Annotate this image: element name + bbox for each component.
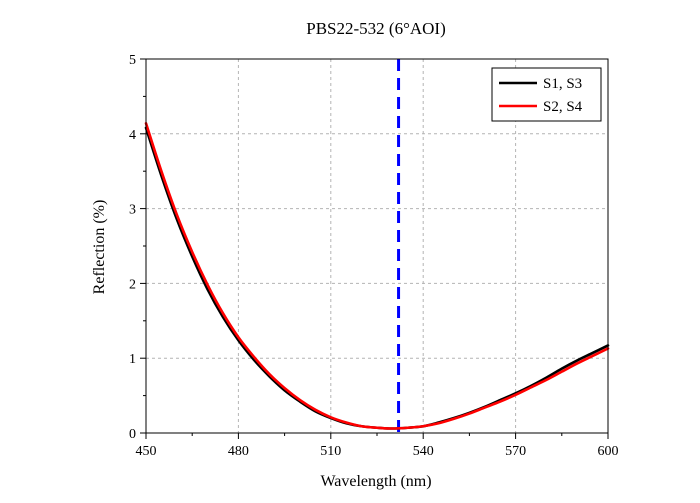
y-axis-title: Reflection (%) [91,200,108,295]
x-tick-label: 480 [228,444,249,459]
legend-box [491,67,602,122]
y-tick-label: 1 [129,352,136,367]
y-tick-label: 2 [129,277,136,292]
chart-title: PBS22-532 (6°AOI) [306,19,446,38]
y-tick-label: 3 [129,203,136,218]
x-tick-label: 510 [320,444,341,459]
legend-label-1: S1, S3 [543,76,582,92]
series-group [144,122,610,430]
x-tick-label: 450 [136,444,157,459]
x-tick-label: 570 [505,444,526,459]
x-tick-label: 600 [598,444,619,459]
y-tick-label: 5 [129,53,136,68]
legend-label-2: S2, S4 [543,99,583,115]
legend: S1, S3 S2, S4 [491,67,602,122]
y-tick-label: 4 [129,128,136,143]
tick-labels: 450 480 510 540 570 600 0 1 2 3 4 5 [129,53,619,459]
series-line-2 [144,122,610,430]
plot-frame [145,58,609,434]
y-tick-label: 0 [129,427,136,442]
x-tick-label: 540 [413,444,434,459]
x-axis-title: Wavelength (nm) [320,473,431,490]
